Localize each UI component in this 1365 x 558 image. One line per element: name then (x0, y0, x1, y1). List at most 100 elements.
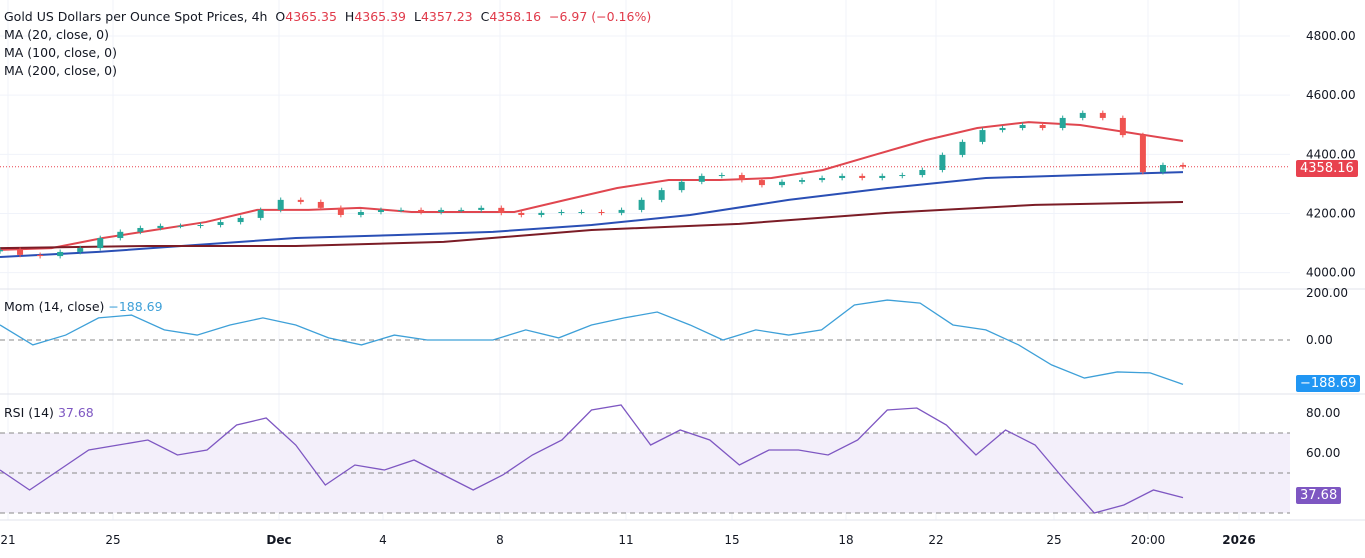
close-value: 4358.16 (489, 9, 542, 24)
time-axis-label: 15 (724, 533, 739, 547)
rsi-tag: 37.68 (1296, 487, 1342, 504)
open-label: O (275, 9, 286, 24)
candle-body (337, 207, 344, 215)
candle-body (598, 212, 605, 214)
close-label: C (480, 9, 490, 24)
time-axis-label: 2026 (1222, 533, 1255, 547)
candle-body (357, 212, 364, 215)
candle-body (37, 254, 44, 257)
time-axis-label: 21 (0, 533, 15, 547)
candle-body (0, 249, 3, 252)
time-axis-label: 4 (379, 533, 387, 547)
candle-body (438, 209, 445, 213)
candle-body (778, 181, 785, 186)
candle-body (498, 207, 505, 213)
candle-body (698, 175, 705, 182)
ma200-line (0, 200, 1184, 250)
candle-body (518, 212, 525, 215)
candle-body (458, 209, 465, 211)
open-value: 4365.35 (285, 9, 337, 24)
ma20-legend[interactable]: MA (20, close, 0) (4, 27, 110, 42)
price-tag: 4358.16 (1296, 160, 1358, 177)
candle-body (237, 217, 244, 223)
candle-body (899, 175, 906, 177)
time-axis-label: 25 (1046, 533, 1061, 547)
symbol-title: Gold US Dollars per Ounce Spot Prices, 4… (4, 9, 268, 24)
candle-body (197, 225, 204, 227)
ma100-legend[interactable]: MA (100, close, 0) (4, 45, 117, 60)
candle-body (819, 177, 826, 181)
rsi-legend[interactable]: RSI (14) 37.68 (4, 404, 94, 422)
time-axis-label: 18 (838, 533, 853, 547)
high-value: 4365.39 (354, 9, 407, 24)
candle-body (1159, 164, 1166, 173)
candle-body (117, 231, 124, 239)
candle-body (1059, 117, 1066, 128)
rsi-axis-label: 80.00 (1306, 406, 1340, 420)
rsi-title: RSI (14) (4, 405, 54, 420)
ma200-legend[interactable]: MA (200, close, 0) (4, 63, 117, 78)
candle-body (1019, 125, 1026, 128)
candle-body (658, 190, 665, 200)
price-axis-label: 4800.00 (1306, 29, 1356, 43)
candle-body (17, 249, 24, 255)
time-axis-label: 25 (105, 533, 120, 547)
price-legend: Gold US Dollars per Ounce Spot Prices, 4… (4, 8, 651, 80)
candle-body (578, 212, 585, 214)
candle-body (538, 212, 545, 215)
candle-body (77, 248, 84, 252)
candle-body (859, 175, 866, 178)
candle-body (57, 251, 64, 257)
candle-body (939, 154, 946, 170)
candle-body (257, 209, 264, 218)
rsi-axis-label: 60.00 (1306, 446, 1340, 460)
candle-body (799, 180, 806, 182)
price-axis-label: 4600.00 (1306, 88, 1356, 102)
candle-body (1099, 112, 1106, 118)
candle-body (217, 222, 224, 226)
candle-body (738, 175, 745, 181)
candle-body (959, 141, 966, 155)
candle-body (678, 181, 685, 191)
mom-tag: −188.69 (1296, 375, 1361, 392)
candle-body (758, 180, 765, 186)
rsi-value: 37.68 (57, 405, 94, 420)
candle-body (618, 209, 625, 213)
price-axis-label: 4400.00 (1306, 147, 1356, 161)
time-axis-label: Dec (266, 533, 291, 547)
price-axis-label: 4200.00 (1306, 206, 1356, 220)
candle-body (879, 175, 886, 178)
high-label: H (344, 9, 355, 24)
candle-body (999, 127, 1006, 131)
candle-body (1139, 135, 1146, 173)
candle-body (638, 199, 645, 210)
candle-body (418, 209, 425, 213)
mom-legend[interactable]: Mom (14, close) −188.69 (4, 298, 163, 316)
candle-body (1119, 117, 1126, 136)
momentum-line (0, 299, 1184, 385)
time-axis-label: 22 (928, 533, 943, 547)
time-axis-label: 8 (496, 533, 504, 547)
low-label: L (413, 9, 421, 24)
candle-body (839, 175, 846, 178)
candle-body (177, 225, 184, 227)
ma20-line (0, 121, 1184, 251)
candle-body (398, 209, 405, 211)
candle-body (718, 175, 725, 177)
low-value: 4357.23 (420, 9, 473, 24)
mom-value: −188.69 (108, 299, 163, 314)
candle-body (317, 201, 324, 208)
candle-body (297, 199, 304, 202)
rsi-line (0, 404, 1184, 514)
change-value: −6.97 (−0.16%) (548, 9, 652, 24)
candle-body (277, 199, 284, 210)
candle-body (1180, 164, 1186, 167)
time-axis-label: 11 (618, 533, 633, 547)
candle-body (157, 225, 164, 228)
candle-body (558, 212, 565, 214)
candle-body (97, 238, 104, 249)
candle-body (1039, 125, 1046, 128)
ma100-line (0, 171, 1184, 258)
